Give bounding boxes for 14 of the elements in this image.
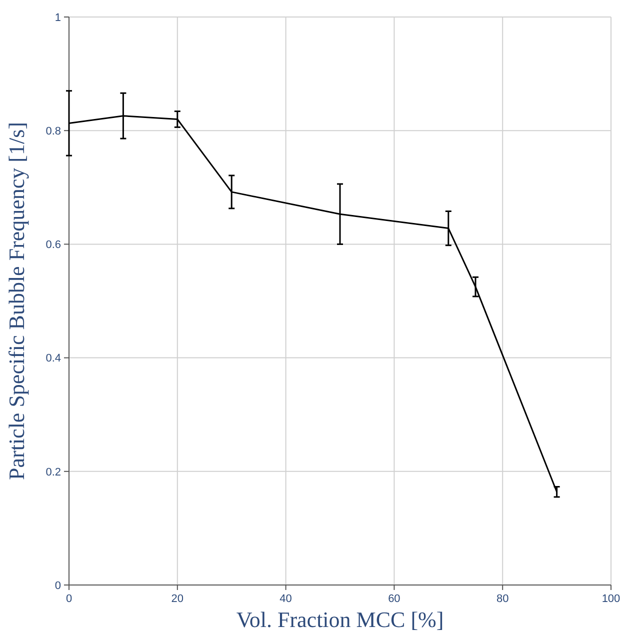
x-tick-label: 0 [66, 593, 72, 605]
y-tick-label: 0.8 [46, 125, 61, 138]
y-tick-label: 1 [54, 12, 61, 24]
y-tick-label: 0.4 [46, 352, 61, 365]
y-tick-label: 0 [54, 580, 61, 592]
x-tick-label: 100 [602, 593, 620, 605]
x-tick-label: 60 [388, 593, 400, 605]
y-tick-label: 0.2 [46, 466, 61, 478]
x-tick-label: 40 [280, 593, 292, 605]
x-tick-label: 80 [496, 593, 509, 605]
x-tick-label: 20 [171, 593, 184, 605]
x-axis-title: Vol. Fraction MCC [%] [236, 607, 444, 632]
y-tick-label: 0.6 [46, 239, 61, 252]
y-axis-title: Particle Specific Bubble Frequency [1/s] [4, 122, 29, 480]
